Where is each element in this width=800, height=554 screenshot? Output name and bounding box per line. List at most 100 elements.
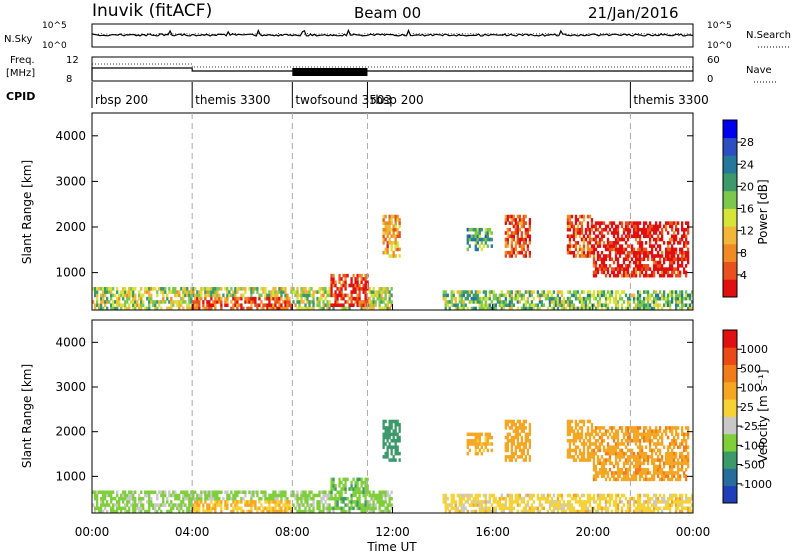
velocity-cell: [144, 493, 147, 498]
power-cell: [678, 300, 682, 304]
velocity-cell: [636, 455, 640, 459]
power-cell: [540, 303, 544, 308]
power-cell: [334, 293, 337, 298]
velocity-cell: [278, 490, 281, 494]
power-cell: [480, 237, 483, 242]
power-cell: [320, 293, 323, 298]
velocity-cell: [588, 503, 592, 507]
velocity-cell: [336, 490, 339, 494]
velocity-cell: [390, 448, 393, 453]
velocity-cell: [292, 490, 295, 494]
power-cell: [608, 257, 612, 262]
power-cell: [264, 303, 267, 308]
power-cell: [680, 290, 684, 294]
velocity-cell: [578, 509, 582, 514]
velocity-cell: [644, 426, 648, 430]
power-cell: [214, 293, 217, 298]
power-cell: [504, 254, 507, 258]
velocity-cell: [386, 439, 389, 443]
power-cell: [380, 293, 383, 298]
power-cell: [670, 260, 674, 265]
velocity-cell: [448, 503, 451, 507]
power-cell: [622, 260, 626, 265]
power-cell: [516, 306, 520, 311]
power-cell: [664, 224, 668, 229]
velocity-cell: [646, 467, 650, 472]
velocity-cell: [388, 419, 391, 424]
velocity-cell: [330, 493, 333, 498]
velocity-cell: [652, 435, 656, 440]
velocity-cell: [598, 496, 602, 501]
velocity-cell: [524, 435, 528, 440]
velocity-cell: [366, 487, 369, 491]
velocity-cell: [656, 500, 660, 504]
velocity-cell: [232, 509, 235, 514]
velocity-cell: [208, 506, 211, 511]
power-cell: [212, 300, 215, 304]
power-cell: [96, 293, 99, 298]
power-cell: [264, 287, 267, 291]
power-cell: [676, 267, 680, 271]
velocity-cell: [684, 467, 688, 472]
power-cell: [638, 257, 642, 262]
velocity-cell: [500, 503, 503, 507]
velocity-cell: [388, 493, 391, 498]
power-cell: [260, 293, 263, 298]
velocity-cell: [636, 451, 640, 456]
velocity-cell: [680, 432, 684, 437]
power-cell: [600, 306, 604, 311]
velocity-cell: [222, 496, 225, 501]
velocity-cell: [502, 496, 505, 501]
velocity-cell: [216, 496, 219, 501]
velocity-cell: [380, 500, 383, 504]
velocity-cell: [462, 506, 465, 511]
power-cell: [114, 306, 117, 311]
velocity-cell: [382, 439, 385, 443]
power-cell: [510, 221, 513, 225]
velocity-cell: [606, 448, 610, 453]
power-cell: [640, 250, 644, 255]
power-cell: [334, 303, 337, 308]
power-cell: [190, 290, 193, 294]
power-cell: [458, 293, 461, 298]
power-cell: [382, 300, 385, 304]
power-cell: [224, 303, 227, 308]
power-cell: [368, 300, 371, 304]
power-bar-swatch: [723, 120, 737, 139]
power-cell: [656, 270, 660, 275]
velocity-cell: [294, 496, 297, 501]
velocity-cell: [226, 500, 229, 504]
power-cell: [572, 231, 576, 235]
power-cell: [444, 296, 447, 301]
power-cell: [604, 254, 608, 258]
velocity-cell: [238, 506, 241, 511]
power-cell: [304, 287, 307, 291]
velocity-cell: [506, 419, 509, 424]
velocity-cell: [528, 506, 532, 511]
velocity-cell: [346, 509, 349, 514]
velocity-cell: [146, 493, 149, 498]
velocity-cell: [594, 471, 598, 475]
velocity-cell: [480, 432, 483, 437]
velocity-cell: [650, 451, 654, 456]
velocity-cell: [634, 458, 638, 462]
power-cell: [364, 293, 367, 298]
power-cell: [666, 257, 670, 262]
power-cell: [484, 303, 487, 308]
velocity-cell: [460, 493, 463, 498]
power-cell: [518, 250, 522, 255]
velocity-cell: [626, 448, 630, 453]
velocity-cell: [606, 458, 610, 462]
power-cell: [486, 306, 489, 311]
velocity-cell: [592, 493, 596, 498]
velocity-cell: [594, 464, 598, 469]
power-cell: [236, 287, 239, 291]
velocity-cell: [652, 448, 656, 453]
velocity-cell: [306, 496, 309, 501]
velocity-cell: [594, 477, 598, 482]
power-cell: [144, 306, 147, 311]
velocity-cell: [646, 509, 650, 514]
velocity-cell: [648, 509, 652, 514]
velocity-cell: [220, 509, 223, 514]
power-cell: [106, 290, 109, 294]
